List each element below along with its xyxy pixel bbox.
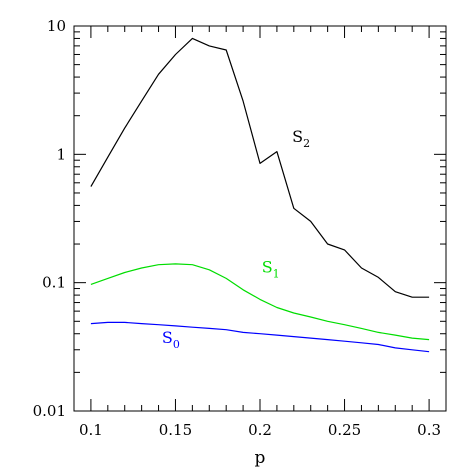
series-label-main: S xyxy=(162,328,173,347)
x-tick-label: 0.2 xyxy=(248,421,272,439)
x-tick-label: 0.3 xyxy=(417,421,441,439)
series-label-subscript: 0 xyxy=(173,338,180,351)
series-line-s2 xyxy=(90,37,430,298)
series-label-s1: S1 xyxy=(262,258,280,281)
series-label-main: S xyxy=(262,258,273,277)
series-label-main: S xyxy=(292,127,303,146)
y-tick-label: 0.01 xyxy=(33,402,66,420)
series-line-s0 xyxy=(90,321,430,353)
series-label-s0: S0 xyxy=(162,328,180,351)
plot-frame xyxy=(73,25,447,412)
y-axis-tick-labels: 0.01 0.1 1 10 xyxy=(33,17,66,420)
y-tick-label: 1 xyxy=(56,145,66,163)
series-label-subscript: 1 xyxy=(273,268,280,281)
x-tick-label: 0.25 xyxy=(328,421,361,439)
y-axis-ticks xyxy=(74,31,446,412)
series-lines xyxy=(90,37,430,353)
x-tick-label: 0.1 xyxy=(79,421,103,439)
series-label-subscript: 2 xyxy=(303,137,310,150)
y-tick-label: 10 xyxy=(47,17,66,35)
series-label-s2: S2 xyxy=(292,127,310,150)
y-tick-label: 0.1 xyxy=(42,274,66,292)
x-axis-ticks xyxy=(73,26,447,411)
series-line-s1 xyxy=(90,263,430,341)
x-tick-label: 0.15 xyxy=(159,421,192,439)
x-axis-tick-labels: 0.1 0.15 0.2 0.25 0.3 xyxy=(79,421,441,439)
x-axis-title: p xyxy=(255,448,266,468)
